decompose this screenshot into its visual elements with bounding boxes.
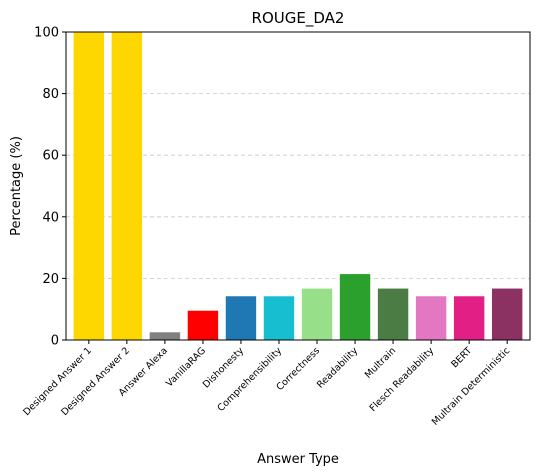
x-tick-label: Flesch Readability: [368, 345, 437, 414]
bar: [187, 310, 219, 340]
bar: [415, 296, 447, 340]
bar: [263, 296, 295, 340]
bar: [301, 288, 333, 340]
bar: [377, 288, 409, 340]
y-tick-label: 20: [42, 272, 59, 287]
bar: [225, 296, 257, 340]
bar: [149, 332, 181, 340]
y-tick-label: 40: [42, 210, 59, 225]
bar: [339, 274, 371, 340]
y-axis-ticks: 0 20 40 60 80 100: [34, 26, 66, 349]
x-tick-label: Designed Answer 2: [59, 345, 132, 418]
bars: [73, 32, 523, 340]
x-tick-label: Readability: [315, 345, 361, 391]
bar: [453, 296, 485, 340]
x-axis-label: Answer Type: [257, 452, 339, 467]
x-tick-label: Designed Answer 1: [21, 345, 94, 418]
grid-lines: [66, 93, 530, 279]
x-tick-label: Multrain Deterministic: [430, 345, 512, 427]
y-tick-label: 0: [51, 334, 59, 349]
chart-title: ROUGE_DA2: [252, 9, 345, 28]
bar: [111, 32, 143, 340]
bar: [73, 32, 105, 340]
x-tick-label: BERT: [449, 345, 474, 370]
y-tick-label: 100: [34, 26, 59, 41]
x-tick-label: Multrain: [363, 345, 398, 380]
y-tick-label: 80: [42, 87, 59, 102]
plot-frame: [65, 31, 531, 341]
bar: [491, 288, 523, 340]
y-tick-label: 60: [42, 149, 59, 164]
y-axis-label: Percentage (%): [9, 136, 24, 236]
x-tick-label: Comprehensibility: [215, 345, 284, 414]
